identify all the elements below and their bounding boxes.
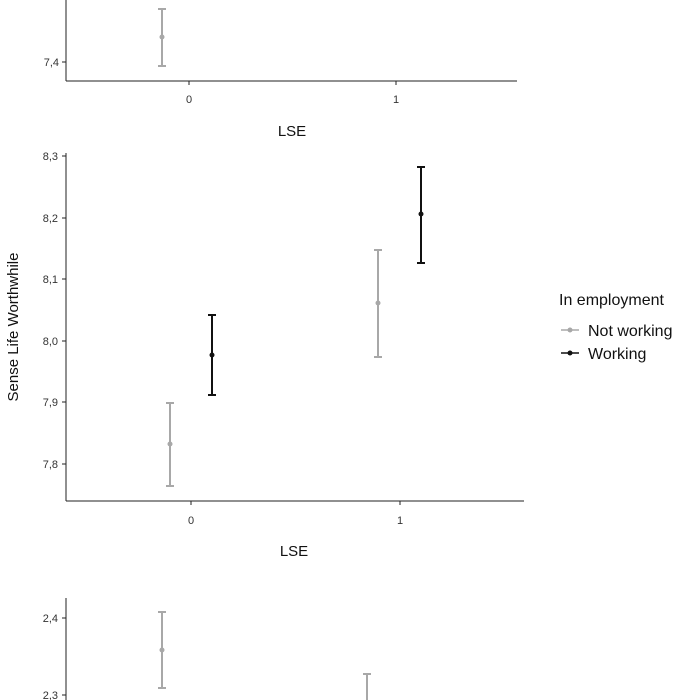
legend-key-working xyxy=(561,350,579,356)
y-tick-label-8-0: 8,0 xyxy=(43,336,58,348)
top-x-axis-title: LSE xyxy=(278,123,306,140)
top-x-tick-label-1: 1 xyxy=(393,94,399,106)
mid-y-axis-title: Sense Life Worthwhile xyxy=(5,253,22,402)
mid-x-axis-title: LSE xyxy=(280,543,308,560)
top-panel: 7,4 0 1 LSE xyxy=(44,0,517,140)
top-x-tick-label-0: 0 xyxy=(186,94,192,106)
mid-point-working-0 xyxy=(209,352,215,358)
bot-point-not-working-0 xyxy=(159,647,165,653)
legend-label-not-working: Not working xyxy=(588,323,672,340)
mid-point-not-working-1 xyxy=(375,300,381,306)
mid-y-ticks: 7,8 7,9 8,0 8,1 8,2 8,3 xyxy=(43,151,66,471)
mid-point-not-working-0 xyxy=(167,441,173,447)
y-tick-label-8-3: 8,3 xyxy=(43,151,58,163)
top-point-not-working-0 xyxy=(159,34,165,40)
top-y-tick-label: 7,4 xyxy=(44,57,59,69)
y-tick-label-7-9: 7,9 xyxy=(43,397,58,409)
bot-y-tick-label-2-3: 2,3 xyxy=(43,690,58,700)
middle-panel: 7,8 7,9 8,0 8,1 8,2 8,3 0 1 LSE Sense Li… xyxy=(5,151,524,560)
bot-y-tick-label-2-4: 2,4 xyxy=(43,613,58,625)
y-tick-label-8-1: 8,1 xyxy=(43,274,58,286)
legend: In employment Not working Working xyxy=(559,292,672,363)
bottom-panel: 2,4 2,3 xyxy=(43,598,371,700)
mid-point-working-1 xyxy=(418,211,424,217)
legend-key-point xyxy=(567,327,573,333)
legend-key-not-working xyxy=(561,327,579,333)
legend-key-point xyxy=(567,350,573,356)
y-tick-label-8-2: 8,2 xyxy=(43,213,58,225)
y-tick-label-7-8: 7,8 xyxy=(43,459,58,471)
bot-errorbar-working-1 xyxy=(363,673,371,700)
legend-title: In employment xyxy=(559,292,664,309)
mid-x-tick-label-0: 0 xyxy=(188,515,194,527)
legend-label-working: Working xyxy=(588,346,646,363)
mid-x-tick-label-1: 1 xyxy=(397,515,403,527)
